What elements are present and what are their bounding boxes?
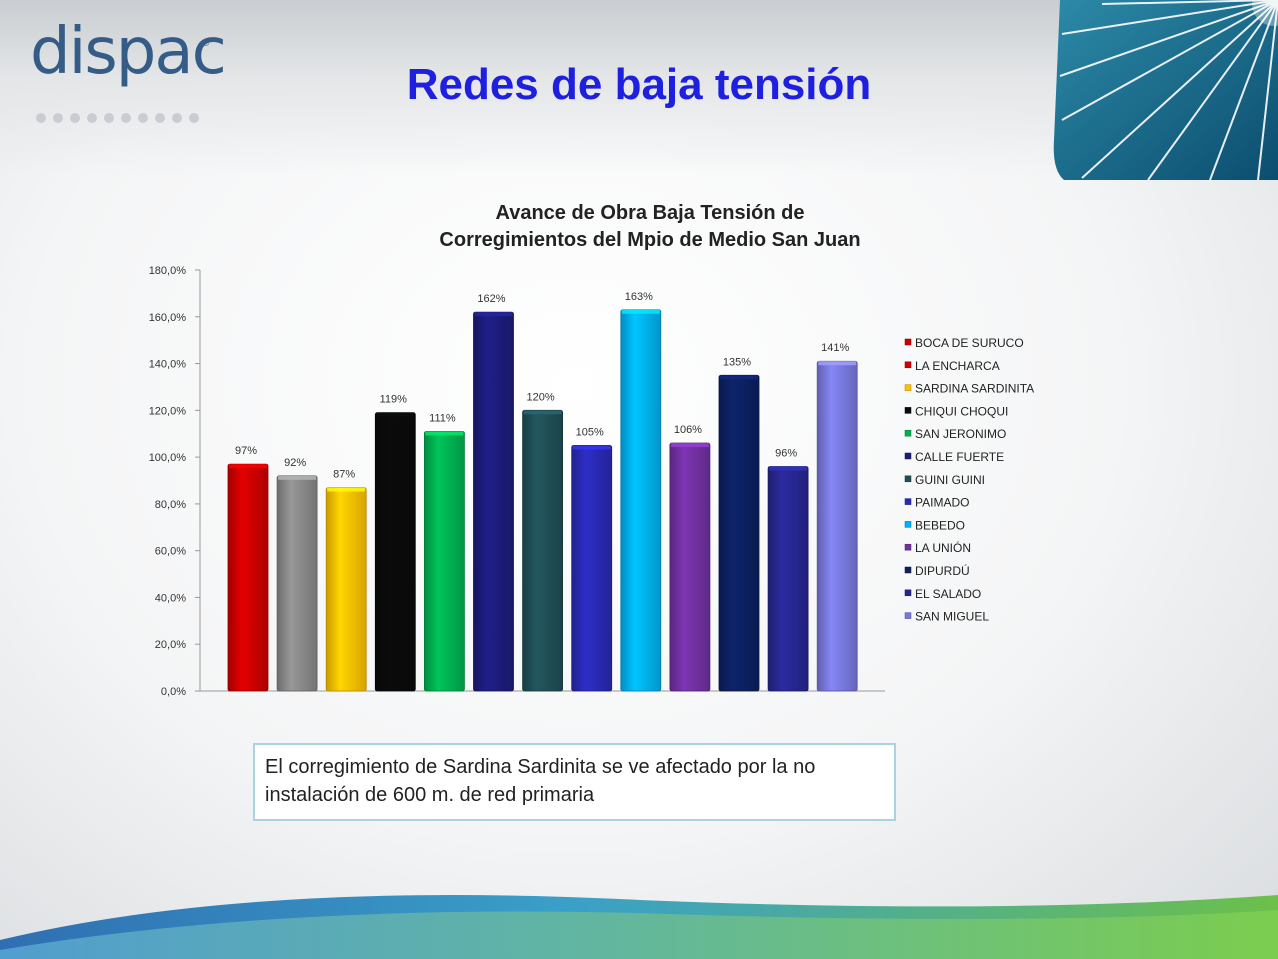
legend-swatch-11 [904,589,912,597]
y-tick-label: 80,0% [155,499,186,511]
y-tick-label: 60,0% [155,546,186,558]
legend-label-3: CHIQUI CHOQUI [915,404,1008,418]
data-label-9: 106% [674,424,702,436]
bar-top-0 [229,464,267,469]
data-label-1: 92% [284,457,306,469]
bar-top-6 [523,410,562,415]
bar-0 [227,463,269,692]
chart-title-line-2: Corregimientos del Mpio de Medio San Jua… [439,229,861,251]
legend-swatch-5 [904,452,912,460]
legend-label-8: BEBEDO [915,518,965,532]
legend-label-5: CALLE FUERTE [915,450,1004,464]
data-label-11: 96% [775,447,797,459]
data-label-8: 163% [625,291,653,303]
bar-4 [423,430,465,692]
data-label-4: 111% [429,412,456,424]
legend-label-0: BOCA DE SURUCO [915,336,1024,350]
data-label-5: 162% [477,293,505,305]
legend-label-4: SAN JERONIMO [915,427,1006,441]
logo-wordmark: dispac [30,15,227,89]
bar-8 [620,309,662,692]
legend-swatch-0 [904,338,912,346]
data-label-3: 119% [380,394,408,406]
bar-top-8 [621,309,660,314]
bar-2 [325,487,367,692]
legend-label-12: SAN MIGUEL [915,610,989,624]
legend-label-10: DIPURDÚ [915,563,970,578]
bar-1 [276,475,318,692]
legend-swatch-4 [904,429,912,437]
bar-top-4 [425,431,464,436]
legend-label-6: GUINI GUINI [915,473,985,487]
data-label-6: 120% [527,391,555,403]
legend-swatch-3 [904,407,912,414]
legend-swatch-2 [904,384,912,391]
bar-10 [718,374,760,692]
legend-swatch-8 [904,521,912,528]
legend-label-2: SARDINA SARDINITA [915,382,1034,396]
bar-top-9 [670,443,709,448]
legend-label-9: LA UNIÓN [915,540,971,555]
y-tick-label: 100,0% [149,452,187,464]
bar-11 [767,466,809,692]
data-label-7: 105% [576,426,604,438]
y-tick-label: 160,0% [149,312,187,324]
bar-top-11 [769,466,808,471]
legend-swatch-1 [904,361,912,369]
dispac-logo: dispac ® [30,14,227,129]
chart-title-line-1: Avance de Obra Baja Tensión de [495,202,805,224]
bar-top-12 [818,361,857,366]
legend-swatch-12 [904,612,912,619]
note-box: El corregimiento de Sardina Sardinita se… [253,743,896,821]
y-tick-label: 120,0% [149,405,187,417]
data-label-10: 135% [723,356,751,368]
legend-swatch-9 [904,543,912,551]
legend-label-7: PAIMADO [915,496,969,510]
footer-swoosh [0,895,1278,959]
data-label-0: 97% [235,445,257,457]
legend-swatch-7 [904,498,912,505]
y-tick-label: 20,0% [155,639,186,651]
data-label-12: 141% [821,342,849,354]
logo-registered-mark: ® [202,38,210,49]
corner-rays-graphic [1053,0,1278,180]
bar-6 [522,409,563,692]
data-label-2: 87% [333,469,355,481]
y-tick-label: 180,0% [149,265,187,277]
bar-top-1 [278,475,317,480]
logo-dots [36,110,206,128]
bar-top-5 [474,312,513,317]
y-tick-label: 40,0% [155,592,186,604]
legend-label-11: EL SALADO [915,587,981,601]
bar-9 [669,442,711,692]
legend-swatch-10 [904,566,912,574]
bar-top-3 [376,412,415,417]
chart-title: Avance de Obra Baja Tensión de Corregimi… [300,200,1000,254]
bar-top-2 [327,487,366,492]
bar-7 [571,445,613,692]
bar-3 [374,412,416,692]
legend-label-1: LA ENCHARCA [915,359,1000,373]
bar-5 [473,311,514,692]
y-tick-label: 140,0% [149,359,187,371]
y-tick-label: 0,0% [161,686,186,698]
bar-12 [816,360,858,692]
legend-swatch-6 [904,475,912,483]
bar-top-10 [720,375,758,380]
page-title: Redes de baja tensión [406,60,872,109]
bar-top-7 [572,445,611,450]
